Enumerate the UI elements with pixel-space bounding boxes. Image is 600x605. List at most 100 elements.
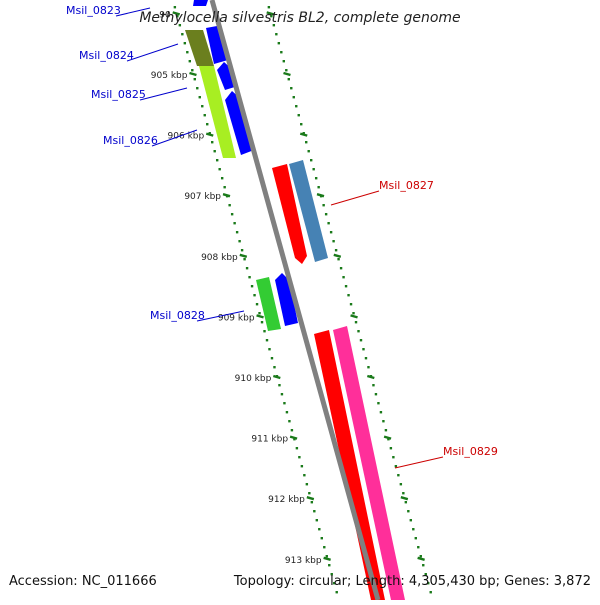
minor-tick <box>272 24 276 27</box>
minor-tick <box>203 114 206 117</box>
minor-tick <box>298 456 301 459</box>
minor-tick <box>198 96 201 99</box>
minor-tick <box>342 276 345 279</box>
minor-tick <box>384 429 388 432</box>
genome-title: Methylocella silvestris BL2, complete ge… <box>139 10 461 26</box>
major-tick <box>366 374 375 380</box>
minor-tick <box>362 348 365 351</box>
label-leader-line <box>126 43 179 62</box>
gene-block[interactable] <box>185 30 214 66</box>
minor-tick <box>295 105 298 108</box>
kbp-tick-label: 907 kbp <box>184 192 221 202</box>
minor-tick <box>307 150 310 153</box>
minor-tick <box>285 69 288 72</box>
gene-label[interactable]: Msil_0823 <box>66 4 121 17</box>
minor-tick <box>206 123 209 126</box>
minor-tick-dots <box>173 6 432 594</box>
minor-tick <box>392 456 395 459</box>
minor-tick <box>263 330 266 333</box>
minor-tick <box>300 465 304 468</box>
cds-block[interactable] <box>333 326 405 600</box>
gene-block[interactable] <box>256 277 281 331</box>
cds-block[interactable] <box>225 91 254 155</box>
minor-tick <box>387 438 390 441</box>
minor-tick <box>374 393 378 396</box>
minor-tick <box>282 60 286 63</box>
major-tick <box>222 193 231 198</box>
minor-tick <box>427 582 430 585</box>
minor-tick <box>297 114 300 117</box>
cds-block[interactable] <box>193 0 208 6</box>
gene-label[interactable]: Msil_0829 <box>443 445 498 458</box>
gene-block[interactable] <box>199 66 236 158</box>
major-ticks <box>172 11 425 561</box>
minor-tick <box>359 339 363 342</box>
minor-tick <box>273 366 276 369</box>
gene-label[interactable]: Msil_0826 <box>103 134 158 147</box>
minor-tick <box>328 564 331 567</box>
minor-tick <box>318 528 321 531</box>
minor-tick <box>215 159 219 162</box>
minor-tick <box>240 249 244 252</box>
minor-tick <box>349 303 353 306</box>
minor-tick <box>407 510 410 513</box>
minor-tick <box>285 411 289 414</box>
major-tick <box>306 496 315 501</box>
minor-tick <box>399 483 403 486</box>
kbp-tick-label: 905 kbp <box>151 71 188 81</box>
minor-tick <box>379 411 383 414</box>
label-leader-line <box>330 190 380 206</box>
gene-label[interactable]: Msil_0824 <box>79 49 134 62</box>
minor-tick <box>233 222 236 225</box>
major-tick <box>266 11 275 16</box>
major-tick <box>350 314 358 319</box>
minor-tick <box>323 546 326 549</box>
major-tick <box>289 435 298 440</box>
minor-tick <box>293 438 296 441</box>
minor-tick <box>330 573 333 576</box>
minor-tick <box>250 285 254 288</box>
minor-tick <box>218 168 221 171</box>
minor-tick <box>270 15 273 18</box>
minor-tick <box>414 537 417 540</box>
minor-tick <box>305 483 309 486</box>
minor-tick <box>303 474 306 477</box>
kbp-tick-label: 911 kbp <box>251 435 288 445</box>
minor-tick <box>334 249 338 252</box>
gene-label[interactable]: Msil_0828 <box>150 309 205 322</box>
major-tick <box>417 556 425 561</box>
minor-tick <box>173 6 177 9</box>
gene-block[interactable] <box>314 330 385 600</box>
minor-tick <box>347 294 350 297</box>
minor-tick <box>193 78 196 81</box>
minor-tick <box>220 177 224 180</box>
minor-tick <box>404 501 408 504</box>
kbp-tick-label: 908 kbp <box>201 253 238 263</box>
major-tick <box>323 556 331 561</box>
gene-label[interactable]: Msil_0827 <box>379 179 434 192</box>
minor-tick <box>277 42 281 45</box>
major-tick <box>400 496 409 501</box>
minor-tick <box>315 519 319 522</box>
minor-tick <box>275 33 278 36</box>
cds-block[interactable] <box>289 160 328 262</box>
minor-tick <box>267 6 271 9</box>
gene-label[interactable]: Msil_0825 <box>91 88 146 101</box>
minor-tick <box>290 429 294 432</box>
minor-tick <box>429 591 432 594</box>
minor-tick <box>211 141 214 144</box>
minor-tick <box>309 159 313 162</box>
minor-tick <box>329 231 333 234</box>
cds-block[interactable] <box>275 273 298 326</box>
gene-block[interactable] <box>272 164 307 264</box>
minor-tick <box>278 384 281 387</box>
major-tick <box>239 253 248 258</box>
minor-tick <box>332 240 335 243</box>
minor-tick <box>280 393 284 396</box>
cds-block[interactable] <box>206 26 228 64</box>
major-tick <box>256 314 264 319</box>
minor-tick <box>290 87 293 90</box>
minor-tick <box>367 366 370 369</box>
